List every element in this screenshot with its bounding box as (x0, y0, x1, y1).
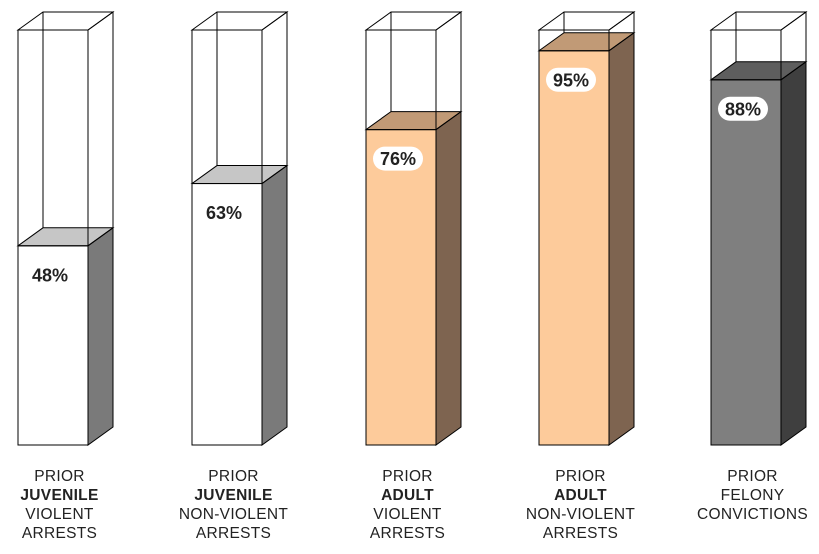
bar-side-face (87, 226, 114, 446)
value-label-badge (199, 200, 249, 225)
value-label-badge (546, 67, 596, 92)
container-side (87, 11, 114, 247)
value-label: 88% (725, 99, 761, 119)
category-label-5: PRIOR FELONY CONVICTIONS (678, 467, 819, 524)
container-front (17, 29, 89, 247)
container-top (709, 11, 808, 31)
bar-1: 48% (16, 11, 115, 446)
bar-front-face (365, 129, 437, 446)
value-label-badge (718, 96, 768, 121)
bar-2: 63% (190, 11, 289, 446)
category-label-line: VIOLENT (373, 506, 442, 523)
value-label: 95% (553, 70, 589, 90)
category-label-line: JUVENILE (194, 487, 273, 504)
bar-5: 88% (709, 11, 808, 446)
container-top (190, 11, 289, 31)
category-label-line: ARRESTS (542, 525, 619, 542)
category-label-1: PRIOR JUVENILE VIOLENT ARRESTS (0, 467, 135, 543)
container-top (364, 11, 463, 31)
value-label: 63% (206, 203, 242, 223)
category-label-line: ARRESTS (195, 525, 272, 542)
category-label-line: PRIOR (555, 468, 606, 485)
value-label: 48% (32, 265, 68, 285)
value-label-badge (25, 262, 75, 287)
value-label-badge (373, 146, 423, 171)
bar-side-face (435, 110, 462, 446)
container-side (261, 11, 288, 185)
bar-front-face (191, 183, 263, 446)
bar-front-face (710, 79, 782, 446)
category-label-line: PRIOR (382, 468, 433, 485)
category-label-4: PRIOR ADULT NON-VIOLENT ARRESTS (506, 467, 656, 543)
category-label-line: CONVICTIONS (697, 506, 808, 523)
container-front (191, 29, 263, 185)
category-label-line: ADULT (554, 487, 607, 504)
bar-4: 95% (537, 11, 636, 446)
category-label-line: JUVENILE (20, 487, 99, 504)
category-label-line: NON-VIOLENT (525, 506, 636, 523)
bar-front-face (538, 50, 610, 446)
category-label-line: FELONY (720, 487, 785, 504)
category-label-line: ADULT (381, 487, 434, 504)
container-top (537, 11, 636, 31)
category-label-line: VIOLENT (25, 506, 94, 523)
bar-side-face (608, 31, 635, 446)
category-label-line: PRIOR (208, 468, 259, 485)
category-label-2: PRIOR JUVENILE NON-VIOLENT ARRESTS (159, 467, 309, 543)
category-label-line: ARRESTS (21, 525, 98, 542)
category-label-line: NON-VIOLENT (178, 506, 289, 523)
bar-side-face (261, 164, 288, 446)
container-top (16, 11, 115, 31)
bar-3: 76% (364, 11, 463, 446)
category-label-line: PRIOR (727, 468, 778, 485)
category-label-3: PRIOR ADULT VIOLENT ARRESTS (333, 467, 483, 543)
category-label-line: PRIOR (34, 468, 85, 485)
category-label-line: ARRESTS (369, 525, 446, 542)
bar-side-face (780, 60, 807, 446)
value-label: 76% (380, 149, 416, 169)
